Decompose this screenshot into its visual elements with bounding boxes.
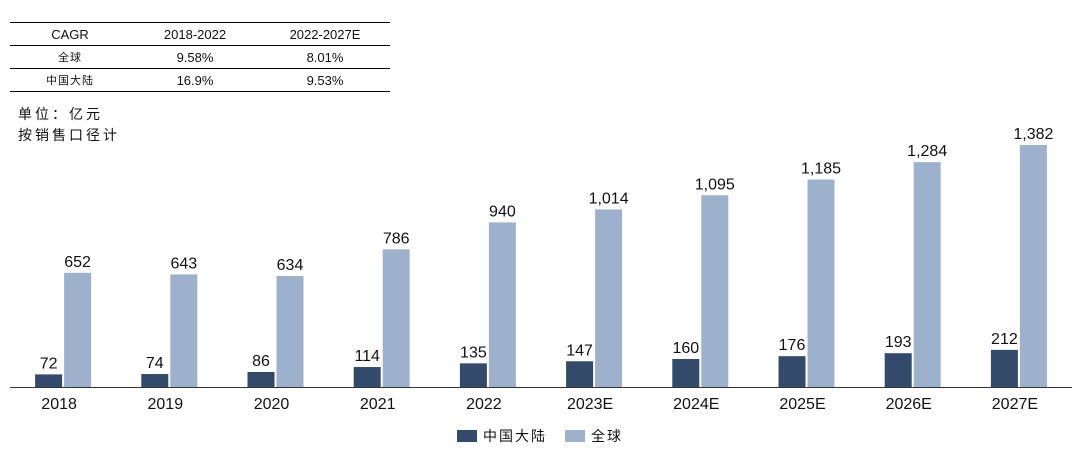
bar-global: [64, 272, 92, 387]
x-tick-label: 2026E: [886, 396, 932, 413]
legend-label-global: 全球: [591, 429, 623, 445]
data-label-mainland: 160: [672, 340, 699, 357]
bar-global: [276, 275, 304, 387]
data-label-global: 1,382: [1013, 126, 1053, 143]
chart-legend: 中国大陆 全球: [0, 426, 1080, 446]
x-tick-label: 2019: [148, 396, 184, 413]
x-tick-label: 2020: [254, 396, 290, 413]
cagr-table-header-row: CAGR 2018-2022 2022-2027E: [10, 22, 390, 46]
bar-mainland: [141, 374, 169, 387]
data-label-global: 652: [64, 254, 91, 271]
legend-item-global: 全球: [565, 426, 623, 446]
x-tick-label: 2025E: [779, 396, 825, 413]
data-label-mainland: 72: [40, 355, 58, 372]
cagr-row-value-1: 9.58%: [130, 45, 260, 69]
bar-global: [701, 195, 729, 387]
bar-mainland: [353, 367, 381, 387]
data-label-mainland: 74: [146, 355, 164, 372]
data-label-mainland: 212: [991, 331, 1018, 348]
bar-global: [382, 249, 410, 387]
bar-mainland: [566, 361, 594, 387]
data-label-mainland: 86: [252, 353, 270, 370]
bar-mainland: [35, 374, 63, 387]
cagr-row-value-2: 9.53%: [260, 68, 390, 92]
unit-note: 单位：亿元: [18, 107, 103, 123]
cagr-table: CAGR 2018-2022 2022-2027E 全球 9.58% 8.01%…: [10, 22, 390, 92]
data-label-global: 940: [489, 203, 516, 220]
cagr-header-period-2: 2022-2027E: [260, 22, 390, 46]
data-label-mainland: 193: [885, 334, 912, 351]
bar-mainland: [247, 371, 275, 387]
data-label-mainland: 147: [566, 342, 593, 359]
cagr-row-label: 中国大陆: [10, 68, 130, 92]
bar-global: [807, 179, 835, 387]
data-label-global: 634: [277, 257, 304, 274]
bar-global: [1019, 145, 1047, 387]
x-tick-label: 2021: [360, 396, 396, 413]
legend-swatch-mainland: [457, 430, 477, 442]
bar-mainland: [990, 349, 1018, 387]
cagr-row-label: 全球: [10, 45, 130, 69]
data-label-global: 1,284: [907, 143, 947, 160]
bar-global: [913, 162, 941, 387]
bar-mainland: [778, 356, 806, 387]
bar-mainland: [459, 363, 487, 387]
data-label-global: 1,095: [695, 176, 735, 193]
x-tick-label: 2027E: [992, 396, 1038, 413]
x-tick-label: 2022: [466, 396, 502, 413]
cagr-table-row: 中国大陆 16.9% 9.53%: [10, 68, 390, 92]
bar-global: [170, 274, 198, 387]
cagr-header-label: CAGR: [10, 22, 130, 46]
cagr-header-period-1: 2018-2022: [130, 22, 260, 46]
data-label-global: 643: [170, 255, 197, 272]
legend-item-mainland: 中国大陆: [457, 426, 547, 446]
x-tick-label: 2023E: [567, 396, 613, 413]
data-label-mainland: 135: [460, 344, 487, 361]
bar-global: [488, 222, 516, 387]
data-label-mainland: 176: [779, 337, 806, 354]
bar-global: [595, 209, 623, 387]
data-label-mainland: 114: [354, 348, 380, 365]
data-label-global: 1,014: [589, 190, 629, 207]
bar-mainland: [672, 358, 700, 387]
data-label-global: 786: [383, 230, 410, 247]
cagr-row-value-1: 16.9%: [130, 68, 260, 92]
x-tick-label: 2024E: [673, 396, 719, 413]
legend-label-mainland: 中国大陆: [483, 429, 547, 445]
bar-mainland: [884, 353, 912, 387]
x-tick-label: 2018: [41, 396, 77, 413]
legend-swatch-global: [565, 430, 585, 442]
basis-note: 按销售口径计: [18, 128, 120, 144]
cagr-row-value-2: 8.01%: [260, 45, 390, 69]
data-label-global: 1,185: [801, 160, 841, 177]
cagr-table-row: 全球 9.58% 8.01%: [10, 45, 390, 69]
